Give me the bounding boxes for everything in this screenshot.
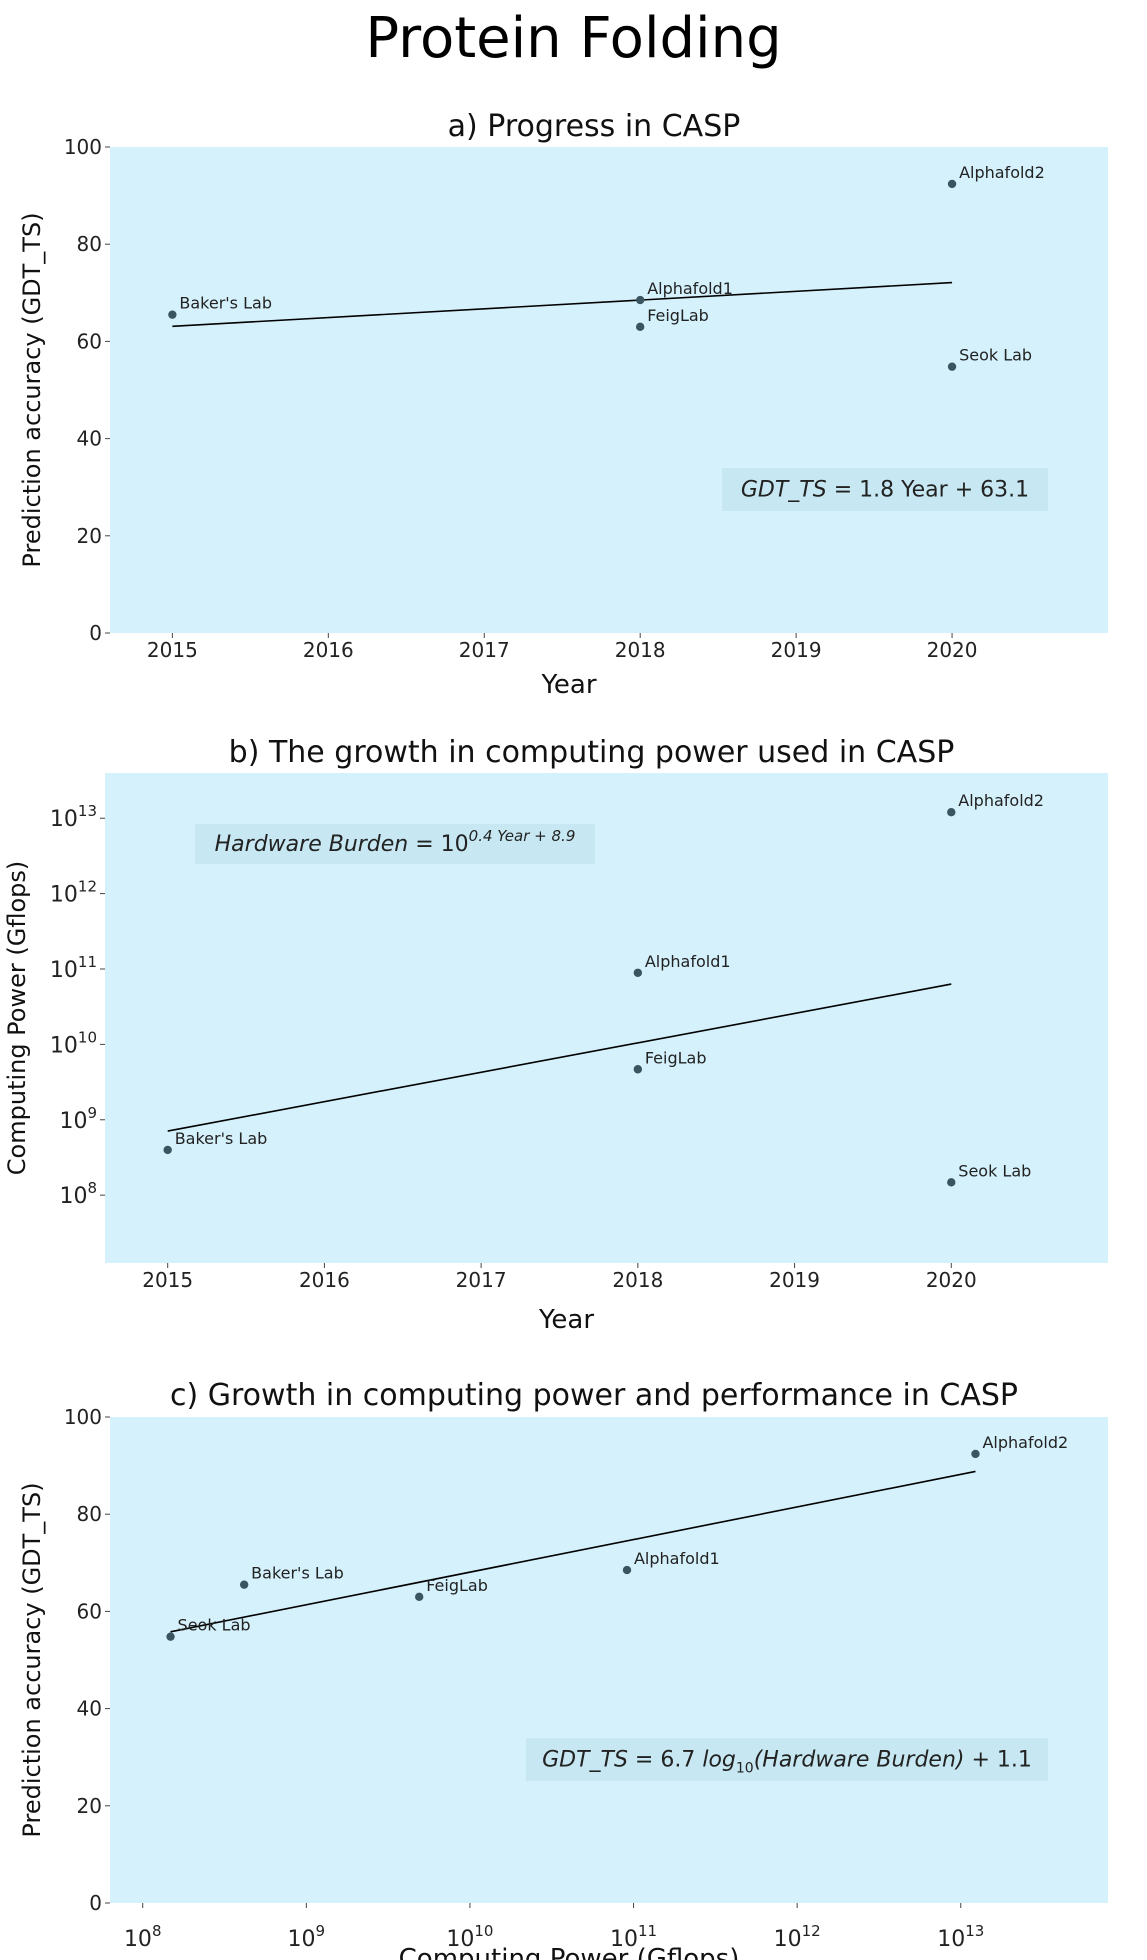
data-point-feiglab bbox=[635, 322, 645, 332]
y-tick-label: 108 bbox=[59, 1179, 97, 1209]
data-point-feiglab bbox=[415, 1592, 424, 1602]
x-tick-label: 1011 bbox=[610, 1922, 657, 1952]
data-point-seok-lab bbox=[947, 1178, 956, 1187]
x-tick-label: 2016 bbox=[303, 638, 354, 662]
equation-text-c: GDT_TS = 6.7 log10(Hardware Burden) + 1.… bbox=[542, 1748, 1032, 1777]
regression-line-c bbox=[170, 1470, 976, 1633]
equation-text-a: GDT_TS = 1.8 Year + 63.1 bbox=[741, 478, 1029, 503]
x-tick-label: 2019 bbox=[769, 1268, 820, 1292]
x-tick-label: 2015 bbox=[147, 638, 198, 662]
y-tick-label: 80 bbox=[77, 232, 102, 256]
data-label-baker-s-lab: Baker's Lab bbox=[251, 1564, 344, 1583]
data-point-alphafold2 bbox=[947, 179, 957, 189]
equation-box-b bbox=[195, 824, 595, 864]
x-axis-label-c: Computing Power (Gflops) bbox=[399, 1944, 740, 1960]
x-axis-label-a: Year bbox=[540, 670, 596, 700]
x-tick-label: 2015 bbox=[142, 1268, 193, 1292]
y-tick-label: 20 bbox=[77, 524, 102, 548]
equation-text-b: Hardware Burden = 100.4 Year + 8.9 bbox=[215, 827, 576, 857]
x-axis-label-b: Year bbox=[538, 1305, 594, 1335]
chart-title-a: a) Progress in CASP bbox=[448, 109, 741, 144]
data-label-baker-s-lab: Baker's Lab bbox=[179, 294, 272, 313]
chart-c: c) Growth in computing power and perform… bbox=[18, 1378, 1108, 1960]
regression-line-a bbox=[172, 281, 953, 328]
data-point-seok-lab bbox=[947, 362, 957, 371]
data-label-seok-lab: Seok Lab bbox=[959, 346, 1032, 365]
y-tick-label: 100 bbox=[64, 1405, 102, 1429]
data-point-alphafold1 bbox=[635, 295, 645, 305]
data-label-alphafold2: Alphafold2 bbox=[958, 791, 1044, 810]
equation-box-a bbox=[722, 468, 1048, 511]
x-tick-label: 2017 bbox=[456, 1268, 507, 1292]
chart-title-c: c) Growth in computing power and perform… bbox=[170, 1378, 1018, 1413]
y-tick-label: 40 bbox=[77, 427, 102, 451]
x-tick-label: 1013 bbox=[937, 1922, 984, 1952]
data-point-baker-s-lab bbox=[168, 310, 177, 319]
y-tick-label: 1012 bbox=[50, 878, 97, 908]
x-tick-label: 2016 bbox=[299, 1268, 350, 1292]
y-tick-label: 20 bbox=[77, 1794, 102, 1818]
chart-a: a) Progress in CASP 2015 2016 2017 2018 2019 2… bbox=[18, 109, 1108, 700]
data-point-alphafold2 bbox=[971, 1449, 980, 1459]
y-tick-label: 80 bbox=[77, 1502, 102, 1526]
regression-line-b bbox=[167, 983, 952, 1132]
y-tick-label: 109 bbox=[59, 1104, 97, 1134]
data-point-feiglab bbox=[633, 1065, 643, 1074]
y-tick-label: 40 bbox=[77, 1697, 102, 1721]
y-axis-label-c: Prediction accuracy (GDT_TS) bbox=[18, 1482, 46, 1837]
data-label-feiglab: FeigLab bbox=[647, 306, 709, 325]
y-tick-label: 1011 bbox=[50, 953, 97, 983]
y-tick-label: 0 bbox=[89, 1891, 102, 1915]
data-label-alphafold1: Alphafold1 bbox=[634, 1549, 720, 1568]
x-tick-label: 2019 bbox=[771, 638, 822, 662]
chart-b: b) The growth in computing power used in… bbox=[3, 735, 1108, 1335]
x-tick-label: 109 bbox=[288, 1922, 326, 1952]
x-tick-label: 2020 bbox=[926, 1268, 977, 1292]
x-tick-label: 2018 bbox=[615, 638, 666, 662]
y-tick-label: 60 bbox=[77, 1599, 102, 1623]
data-point-alphafold1 bbox=[622, 1565, 632, 1575]
data-label-baker-s-lab: Baker's Lab bbox=[175, 1129, 268, 1148]
data-point-baker-s-lab bbox=[163, 1145, 172, 1155]
x-tick-label: 2018 bbox=[612, 1268, 663, 1292]
plot-area-c bbox=[110, 1417, 1108, 1903]
y-tick-label: 60 bbox=[77, 329, 102, 353]
y-axis-label-a: Prediction accuracy (GDT_TS) bbox=[18, 212, 46, 567]
data-point-alphafold1 bbox=[633, 968, 643, 977]
data-label-alphafold1: Alphafold1 bbox=[647, 279, 733, 298]
equation-box-c bbox=[526, 1738, 1048, 1781]
data-label-seok-lab: Seok Lab bbox=[178, 1616, 251, 1635]
data-point-alphafold2 bbox=[947, 808, 956, 817]
plot-area-a bbox=[110, 147, 1108, 633]
y-tick-label: 100 bbox=[64, 135, 102, 159]
y-tick-label: 1013 bbox=[50, 802, 97, 832]
chart-title-b: b) The growth in computing power used in… bbox=[229, 735, 955, 770]
x-tick-label: 2020 bbox=[927, 638, 978, 662]
y-tick-label: 1010 bbox=[50, 1028, 97, 1058]
data-point-seok-lab bbox=[166, 1632, 175, 1641]
y-axis-label-b: Computing Power (Gflops) bbox=[3, 861, 31, 1175]
data-label-alphafold2: Alphafold2 bbox=[959, 163, 1045, 182]
data-label-feiglab: FeigLab bbox=[426, 1576, 488, 1595]
figure-title: Protein Folding bbox=[365, 6, 782, 71]
data-label-feiglab: FeigLab bbox=[645, 1048, 707, 1067]
data-label-seok-lab: Seok Lab bbox=[958, 1161, 1031, 1180]
data-label-alphafold2: Alphafold2 bbox=[982, 1433, 1068, 1452]
x-tick-label: 1010 bbox=[446, 1922, 493, 1952]
data-label-alphafold1: Alphafold1 bbox=[645, 952, 731, 971]
x-tick-label: 108 bbox=[124, 1922, 162, 1952]
x-tick-label: 2017 bbox=[459, 638, 510, 662]
data-point-baker-s-lab bbox=[239, 1580, 249, 1589]
x-tick-label: 1012 bbox=[774, 1922, 821, 1952]
y-tick-label: 0 bbox=[89, 621, 102, 645]
